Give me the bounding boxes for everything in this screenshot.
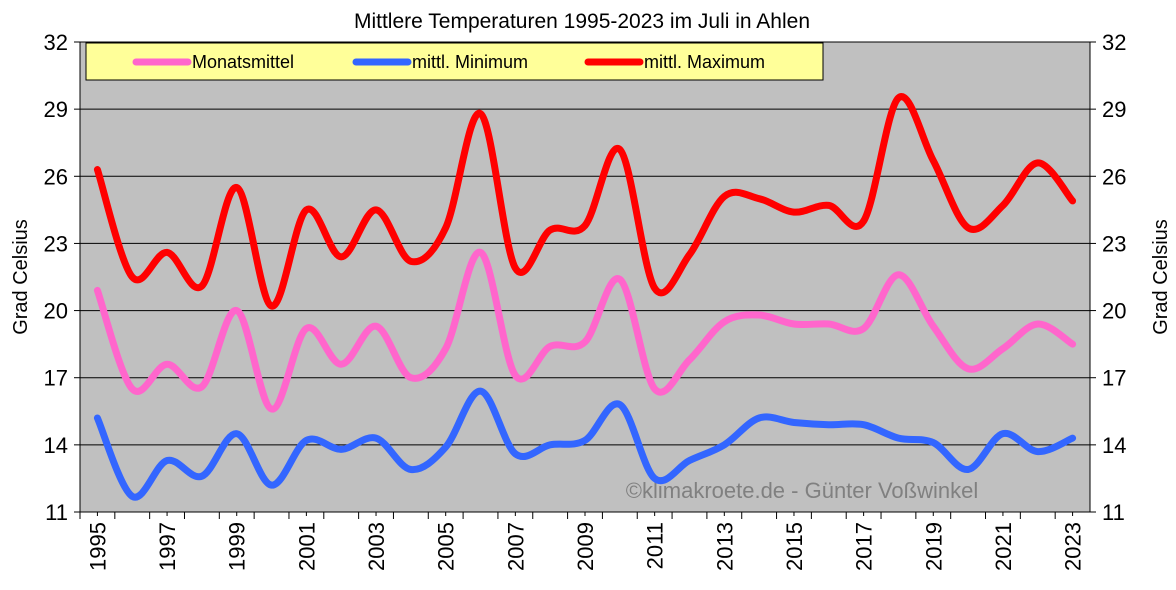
y2-tick-label: 11 xyxy=(1102,500,1125,525)
plot-area xyxy=(79,41,1091,513)
y2-tick-label: 32 xyxy=(1102,30,1126,55)
y-tick-label: 26 xyxy=(44,164,68,189)
x-tick-label: 2007 xyxy=(503,522,528,571)
x-tick-label: 2011 xyxy=(643,522,668,569)
y-axis-label: Grad Celsius xyxy=(10,219,32,335)
chart-title: Mittlere Temperaturen 1995-2023 im Juli … xyxy=(354,10,810,33)
legend-box xyxy=(85,42,824,81)
x-tick-label: 2001 xyxy=(294,522,319,571)
x-tick-label: 2023 xyxy=(1061,522,1086,571)
y-tick-label: 29 xyxy=(44,97,68,122)
x-tick-label: 2017 xyxy=(852,522,877,571)
x-tick-label: 2009 xyxy=(573,522,598,571)
x-tick-label: 2019 xyxy=(921,522,946,571)
y2-tick-label: 26 xyxy=(1102,164,1126,189)
x-tick-label: 2021 xyxy=(991,522,1016,571)
series-line xyxy=(93,93,1077,310)
y-tick-label: 11 xyxy=(45,500,68,525)
y-tick-label: 32 xyxy=(44,30,68,55)
legend-label: Monatsmittel xyxy=(192,52,294,72)
series-line xyxy=(93,248,1077,413)
x-tick-label: 2013 xyxy=(712,522,737,571)
y-tick-label: 17 xyxy=(44,366,68,391)
legend: Monatsmittel mittl. Minimum mittl. Maximum xyxy=(85,42,824,81)
y2-tick-label: 20 xyxy=(1102,299,1126,324)
watermark: ©klimakroete.de - Günter Voßwinkel xyxy=(626,478,978,503)
x-tick-label: 1995 xyxy=(85,522,110,571)
x-tick-label: 1999 xyxy=(225,522,250,571)
y2-axis-label: Grad Celsius xyxy=(1150,219,1172,335)
y2-tick-label: 14 xyxy=(1102,433,1126,458)
legend-label: mittl. Maximum xyxy=(644,52,765,72)
y-tick-label: 23 xyxy=(44,231,68,256)
x-tick-label: 2003 xyxy=(364,522,389,571)
series-line xyxy=(93,387,1077,501)
x-tick-label: 2005 xyxy=(434,522,459,571)
y2-tick-label: 29 xyxy=(1102,97,1126,122)
x-tick-label: 1997 xyxy=(155,522,180,571)
y2-tick-label: 17 xyxy=(1102,366,1126,391)
x-tick-label: 2015 xyxy=(782,522,807,571)
y-tick-label: 14 xyxy=(44,433,68,458)
legend-label: mittl. Minimum xyxy=(412,52,528,72)
y-tick-label: 20 xyxy=(44,299,68,324)
y2-tick-label: 23 xyxy=(1102,231,1126,256)
